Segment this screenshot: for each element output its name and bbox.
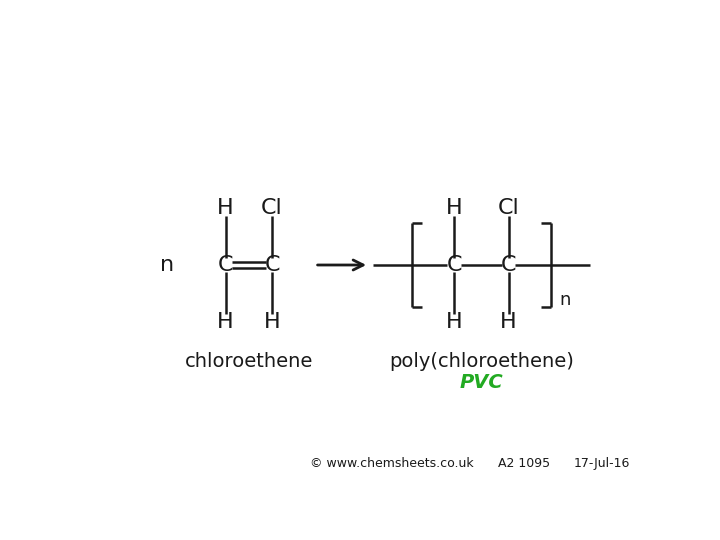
Text: H: H <box>217 312 234 332</box>
Text: n: n <box>559 291 571 309</box>
Text: 17-Jul-16: 17-Jul-16 <box>573 457 630 470</box>
Text: n: n <box>161 255 174 275</box>
Text: H: H <box>217 198 234 218</box>
Text: H: H <box>500 312 517 332</box>
Text: H: H <box>446 198 462 218</box>
Text: C: C <box>218 255 233 275</box>
Text: chloroethene: chloroethene <box>185 352 313 371</box>
Text: H: H <box>264 312 280 332</box>
Text: PVC: PVC <box>459 373 503 392</box>
Text: H: H <box>446 312 462 332</box>
Text: C: C <box>264 255 280 275</box>
Text: © www.chemsheets.co.uk: © www.chemsheets.co.uk <box>310 457 474 470</box>
Text: C: C <box>446 255 462 275</box>
Text: poly(chloroethene): poly(chloroethene) <box>389 352 574 371</box>
Text: Cl: Cl <box>498 198 519 218</box>
Text: C: C <box>500 255 516 275</box>
Text: Cl: Cl <box>261 198 283 218</box>
Text: A2 1095: A2 1095 <box>498 457 550 470</box>
